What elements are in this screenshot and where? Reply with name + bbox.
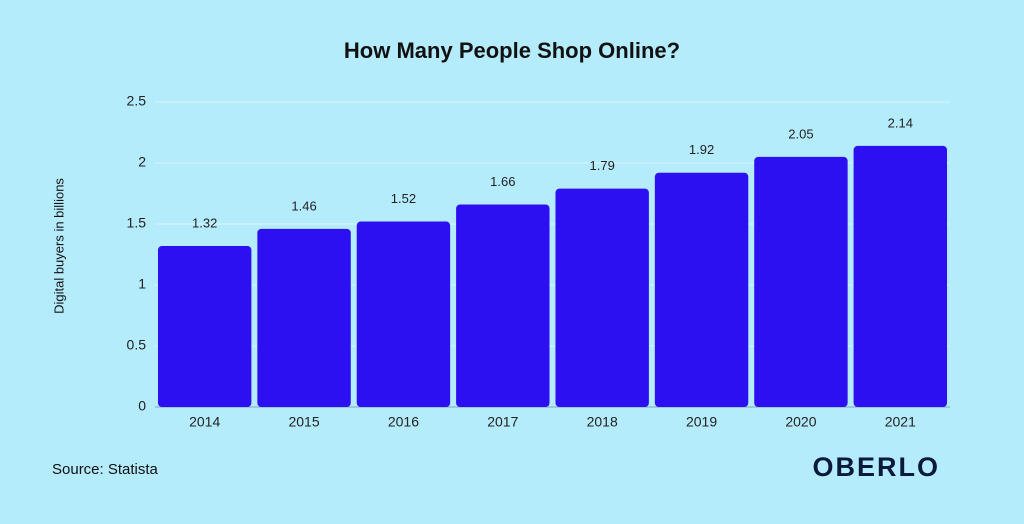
y-tick-label: 1.5	[127, 215, 147, 231]
data-label: 1.52	[391, 191, 416, 206]
bar	[356, 221, 451, 407]
data-label: 1.66	[490, 174, 515, 189]
source: Source: Statista	[52, 461, 159, 478]
y-axis-label: Digital buyers in billions	[51, 178, 66, 314]
x-tick-label: 2016	[388, 414, 419, 430]
data-label: 2.14	[888, 115, 913, 130]
y-tick-label: 0.5	[127, 337, 147, 353]
bar	[157, 245, 252, 407]
data-label: 1.92	[689, 142, 714, 157]
data-label: 2.05	[788, 126, 813, 141]
data-label: 1.79	[590, 158, 615, 173]
chart-title: How Many People Shop Online?	[344, 38, 680, 63]
bar	[456, 204, 550, 407]
y-tick-label: 2	[138, 154, 146, 170]
x-tick-label: 2017	[487, 414, 518, 430]
y-tick-label: 1	[138, 276, 146, 292]
x-tick-label: 2015	[288, 414, 319, 430]
bar	[654, 172, 749, 407]
bar	[257, 228, 351, 407]
x-tick-label: 2018	[587, 414, 618, 430]
brand-logo: OBERLO	[812, 452, 940, 482]
data-label: 1.46	[291, 198, 316, 213]
y-tick-label: 0	[138, 398, 146, 414]
data-label: 1.32	[192, 215, 217, 230]
bar	[754, 156, 848, 407]
x-tick-label: 2014	[189, 414, 220, 430]
x-tick-label: 2021	[885, 414, 916, 430]
y-tick-label: 2.5	[127, 93, 147, 109]
bar	[555, 188, 649, 407]
x-tick-label: 2019	[686, 414, 717, 430]
bar	[853, 145, 948, 408]
x-tick-label: 2020	[785, 414, 816, 430]
